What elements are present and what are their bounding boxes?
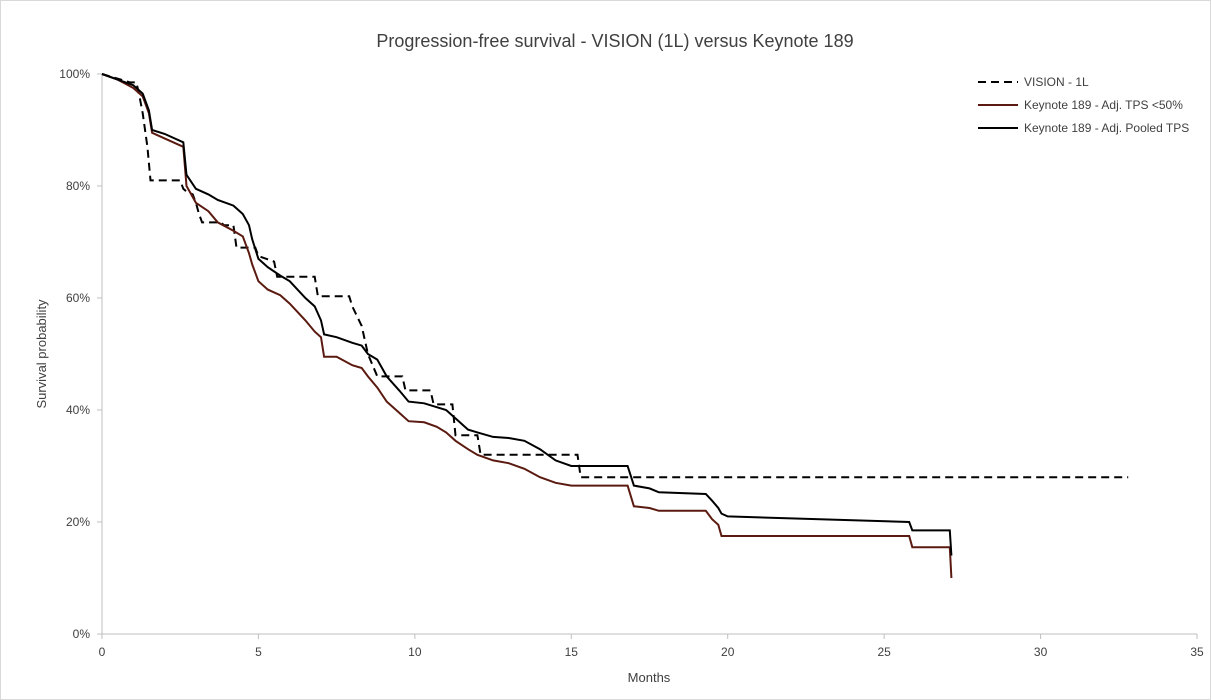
x-tick-label: 0 <box>99 645 106 659</box>
y-tick-label: 80% <box>66 179 90 193</box>
x-tick-label: 30 <box>1034 645 1048 659</box>
legend-label-2: Keynote 189 - Adj. TPS <50% <box>1024 98 1183 112</box>
chart-title: Progression-free survival - VISION (1L) … <box>376 31 853 51</box>
y-tick-label: 20% <box>66 515 90 529</box>
y-tick-label: 0% <box>73 627 91 641</box>
plot-area: 0 5 10 15 20 25 30 35 0% 20% 40% 60% 80% 100% <box>59 67 1204 659</box>
y-tick-label: 40% <box>66 403 90 417</box>
x-tick-labels: 0 5 10 15 20 25 30 35 <box>99 634 1204 659</box>
series-lines <box>101 73 1129 579</box>
y-tick-label: 60% <box>66 291 90 305</box>
x-tick-label: 25 <box>877 645 891 659</box>
x-axis-label: Months <box>628 670 671 685</box>
series-line-3 <box>101 73 953 556</box>
legend: VISION - 1L Keynote 189 - Adj. TPS <50% Ke… <box>978 75 1189 135</box>
x-tick-label: 10 <box>408 645 422 659</box>
y-tick-label: 100% <box>59 67 90 81</box>
x-tick-label: 20 <box>721 645 735 659</box>
y-axis-label: Survival probability <box>34 299 49 409</box>
x-tick-label: 15 <box>565 645 579 659</box>
x-tick-label: 5 <box>255 645 262 659</box>
legend-label-1: VISION - 1L <box>1024 75 1089 89</box>
series-line-2 <box>101 73 953 579</box>
y-tick-labels: 0% 20% 40% 60% 80% 100% <box>59 67 102 641</box>
x-tick-label: 35 <box>1190 645 1204 659</box>
legend-label-3: Keynote 189 - Adj. Pooled TPS <box>1024 121 1189 135</box>
